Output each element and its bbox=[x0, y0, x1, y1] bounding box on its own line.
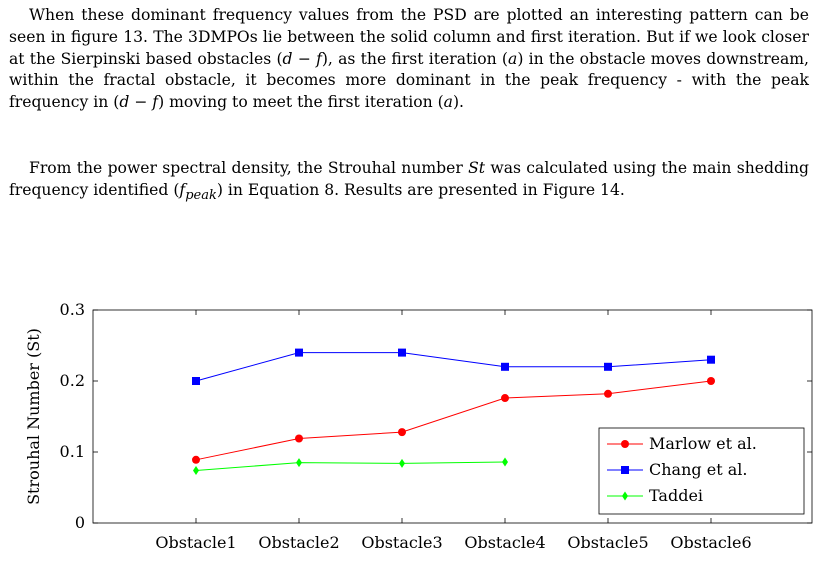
paragraph2-math-sub: peak bbox=[185, 187, 217, 203]
paragraph1-math-a: d − f bbox=[282, 49, 322, 68]
legend-label: Marlow et al. bbox=[649, 434, 757, 453]
paragraph2-math-b: f bbox=[179, 180, 186, 199]
paragraph1-text-b: ), as the first iteration ( bbox=[321, 49, 509, 68]
data-point-series-1 bbox=[604, 362, 612, 371]
legend-swatch-marker bbox=[621, 466, 629, 474]
series-line-1 bbox=[195, 352, 712, 382]
data-point-series-2 bbox=[502, 457, 508, 467]
x-tick-label: Obstacle2 bbox=[258, 533, 339, 552]
legend-box bbox=[598, 427, 805, 515]
paragraph1-math-c: d − f bbox=[119, 93, 159, 112]
data-point-series-1 bbox=[192, 377, 200, 385]
legend-label: Taddei bbox=[649, 486, 703, 505]
paragraph1-text-e: ). bbox=[452, 93, 465, 112]
paragraph1-text-c: ) in the obstacle moves downstream, with… bbox=[9, 49, 810, 112]
data-point-series-1 bbox=[295, 348, 303, 357]
y-tick-label: 0.3 bbox=[60, 300, 85, 319]
x-tick-label: Obstacle4 bbox=[464, 533, 545, 552]
paragraph2-math-a: St bbox=[468, 159, 486, 177]
paragraph1-math-d: a bbox=[443, 93, 453, 112]
x-tick-label: Obstacle1 bbox=[155, 533, 236, 552]
paragraph-strouhal: From the power spectral density, the Str… bbox=[9, 158, 809, 207]
data-point-series-1 bbox=[501, 362, 509, 371]
data-point-series-0 bbox=[707, 377, 715, 385]
data-point-series-0 bbox=[398, 428, 406, 437]
series-line-2 bbox=[195, 461, 506, 471]
data-point-series-0 bbox=[604, 389, 612, 398]
paragraph1-text-d: ) moving to meet the first iteration ( bbox=[158, 93, 444, 112]
series-line-0 bbox=[195, 380, 712, 461]
y-tick-label: 0.1 bbox=[60, 442, 85, 461]
legend-swatch-marker bbox=[622, 491, 628, 501]
data-point-series-0 bbox=[192, 455, 200, 464]
data-point-series-2 bbox=[296, 458, 302, 468]
plot-frame bbox=[92, 309, 813, 524]
y-tick-label: 0.2 bbox=[60, 371, 85, 390]
x-tick-label: Obstacle3 bbox=[361, 533, 442, 552]
data-point-series-2 bbox=[399, 458, 405, 468]
data-point-series-1 bbox=[398, 348, 406, 357]
paragraph1-text-a: When these dominant frequency values fro… bbox=[9, 6, 809, 68]
data-point-series-1 bbox=[707, 355, 715, 364]
legend-swatch-marker bbox=[621, 440, 629, 448]
paragraph2-text-b: was calculated using the main shedding f… bbox=[9, 159, 809, 199]
legend-label: Chang et al. bbox=[649, 460, 747, 479]
y-tick-label: 0 bbox=[75, 513, 85, 532]
y-axis-label: Strouhal Number (St) bbox=[24, 328, 43, 505]
x-tick-label: Obstacle6 bbox=[670, 533, 751, 552]
data-point-series-2 bbox=[193, 465, 199, 475]
paragraph2-text-c: ) in Equation 8. Results are presented i… bbox=[216, 180, 625, 199]
paragraph-dominant-frequency: When these dominant frequency values fro… bbox=[9, 5, 809, 114]
strouhal-line-chart: 0 0.1 0.2 0.3 Obstacle1 Obstacle2 Obstacle3 Obs… bbox=[24, 300, 813, 552]
x-tick-label: Obstacle5 bbox=[567, 533, 648, 552]
data-point-series-0 bbox=[295, 434, 303, 443]
paragraph1-math-b: a bbox=[508, 49, 518, 68]
paragraph2-text-a: From the power spectral density, the Str… bbox=[29, 159, 469, 177]
data-point-series-0 bbox=[501, 394, 509, 403]
